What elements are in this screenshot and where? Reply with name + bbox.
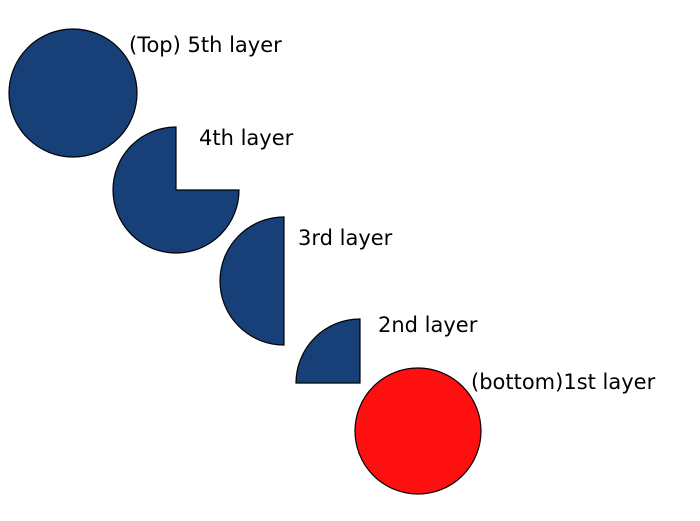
layer-1-label: (bottom)1st layer bbox=[471, 370, 656, 394]
layer-5-group: (Top) 5th layer bbox=[8, 28, 282, 158]
layer-3-half-circle-shape bbox=[219, 216, 285, 346]
layer-5-full-circle-shape bbox=[8, 28, 138, 158]
layer-1-group: (bottom)1st layer bbox=[354, 367, 656, 495]
layer-5-label: (Top) 5th layer bbox=[129, 33, 282, 57]
layer-3-group: 3rd layer bbox=[219, 216, 393, 346]
layer-2-group: 2nd layer bbox=[295, 313, 478, 384]
layer-2-quarter-circle-shape bbox=[295, 318, 361, 384]
layer-4-three-quarter-circle-shape bbox=[112, 126, 240, 254]
layer-4-group: 4th layer bbox=[112, 126, 294, 254]
layer-4-label: 4th layer bbox=[199, 126, 294, 150]
layer-3-label: 3rd layer bbox=[298, 226, 393, 250]
layer-1-full-circle-shape bbox=[354, 367, 482, 495]
layer-2-label: 2nd layer bbox=[378, 313, 478, 337]
